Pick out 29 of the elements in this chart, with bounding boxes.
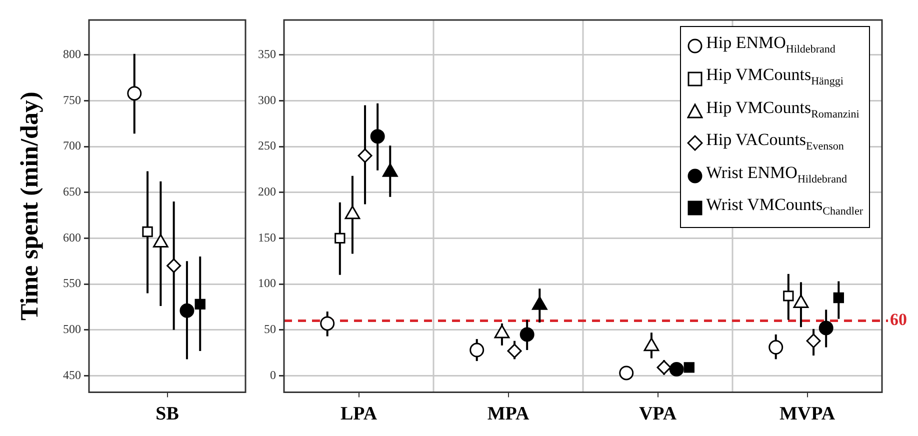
y-tick-label: 800	[63, 46, 81, 61]
x-tick-label: LPA	[340, 404, 378, 425]
ref-line-label: 60	[890, 310, 907, 330]
y-tick-label: 350	[258, 46, 276, 61]
legend-label: Hip VACounts$_{Evenson}$	[706, 129, 844, 155]
y-tick-label: 600	[63, 230, 81, 244]
legend-label: Hip VMCounts$_{Hänggi}$	[706, 64, 844, 90]
y-tick-label: 300	[258, 92, 276, 107]
legend-label: Wrist ENMO$_{Hildebrand}$	[706, 162, 847, 187]
y-axis-title: Time spent (min/day)	[16, 92, 44, 320]
y-tick-label: 50	[264, 322, 276, 336]
y-tick-label: 0	[270, 368, 276, 382]
legend-label: Hip VMCounts$_{Romanzini}$	[706, 96, 860, 122]
y-tick-label: 150	[258, 230, 276, 244]
x-tick-label: SB	[156, 404, 180, 425]
y-tick-label: 450	[63, 368, 81, 382]
y-tick-label: 700	[63, 138, 81, 153]
legend-label: Hip ENMO$_{Hildebrand}$	[706, 32, 836, 58]
y-tick-label: 200	[258, 184, 276, 199]
y-tick-label: 250	[258, 138, 276, 153]
x-tick-label: MPA	[487, 404, 530, 425]
y-tick-label: 750	[63, 92, 81, 107]
y-tick-label: 550	[63, 276, 81, 290]
x-tick-label: MVPA	[779, 404, 836, 425]
y-tick-label: 100	[258, 276, 276, 290]
y-tick-label: 500	[63, 322, 81, 336]
x-tick-label: VPA	[638, 404, 677, 425]
y-tick-label: 650	[63, 184, 81, 199]
legend-label: Wrist VMCounts$_{Chandler}$	[706, 194, 863, 220]
